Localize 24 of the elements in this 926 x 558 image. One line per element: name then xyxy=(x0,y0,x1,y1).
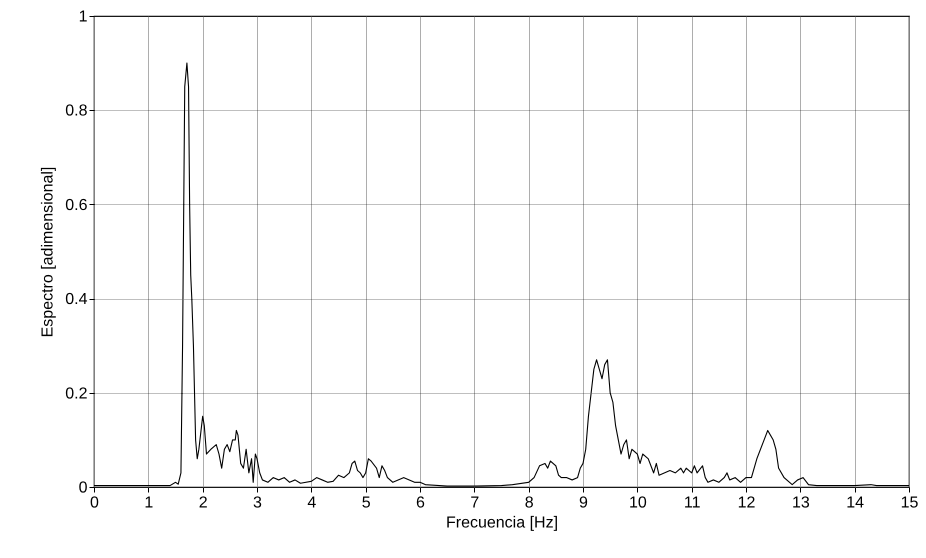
y-tick-label: 0.6 xyxy=(65,196,88,214)
y-tick-label: 1 xyxy=(78,8,88,26)
x-tick-label: 15 xyxy=(900,494,918,512)
x-axis-title: Frecuencia [Hz] xyxy=(446,514,558,532)
x-tick-label: 6 xyxy=(416,494,426,512)
y-axis-title: Espectro [adimensional] xyxy=(39,166,56,338)
x-tick-label: 9 xyxy=(579,494,588,512)
x-tick-label: 14 xyxy=(846,494,864,512)
x-tick-label: 0 xyxy=(90,494,100,512)
x-tick-label: 3 xyxy=(253,494,262,512)
x-tick-label: 7 xyxy=(470,494,480,512)
y-tick-label: 0.8 xyxy=(65,102,88,120)
x-tick-label: 1 xyxy=(144,494,154,512)
x-tick-label: 11 xyxy=(684,494,701,512)
y-tick-label: 0.4 xyxy=(65,291,88,308)
x-tick-label: 13 xyxy=(792,494,810,512)
y-tick-label: 0.2 xyxy=(65,385,88,402)
x-tick-label: 10 xyxy=(628,494,647,512)
x-tick-label: 5 xyxy=(362,494,371,512)
y-tick-label: 0 xyxy=(78,480,88,496)
x-tick-label: 4 xyxy=(307,494,316,512)
x-tick-label: 2 xyxy=(198,494,208,512)
x-tick-label: 8 xyxy=(524,494,534,512)
x-tick-label: 12 xyxy=(738,494,756,512)
